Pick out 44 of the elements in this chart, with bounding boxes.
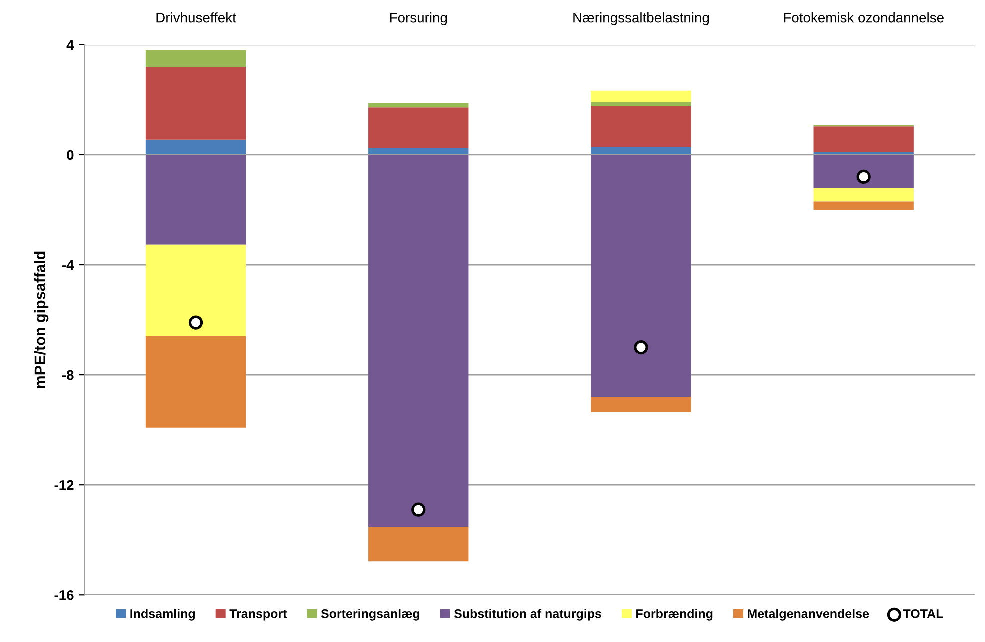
y-axis-title: mPE/ton gipsaffald [34, 252, 49, 388]
bar [814, 126, 914, 152]
bar [591, 148, 692, 155]
bar [368, 527, 469, 562]
bar [146, 244, 246, 337]
bar [591, 154, 692, 398]
x-tick-label: Næringssaltbelastning [574, 12, 710, 26]
y-tick-label: -8 [62, 370, 74, 380]
bar [814, 154, 914, 188]
point [188, 316, 204, 330]
x-tick-label: Fotokemisk ozondannelse [784, 12, 944, 23]
bar [591, 397, 692, 412]
bar [368, 103, 469, 108]
legend-label: Substitution af naturgips [454, 609, 602, 621]
bar [814, 202, 914, 210]
legend-label: Indsamling [130, 609, 196, 621]
legend-label: Transport [230, 610, 288, 621]
bar [146, 140, 246, 155]
bar [146, 66, 246, 140]
bar [368, 154, 469, 528]
point [856, 170, 871, 184]
y-tick-label: -4 [62, 260, 74, 270]
bar [146, 154, 246, 245]
y-tick-label: 4 [66, 40, 74, 50]
bar [814, 152, 914, 155]
bar [146, 50, 246, 67]
bar [591, 90, 692, 102]
legend-label: TOTAL [903, 609, 944, 618]
x-tick-label: Forsuring [390, 12, 448, 26]
bar [368, 148, 469, 155]
bar [814, 188, 914, 202]
bar [591, 106, 692, 148]
legend-label: Forbrænding [636, 609, 713, 621]
point [634, 340, 648, 355]
bar [368, 108, 469, 148]
legend-label: Metalgenanvendelse [748, 609, 870, 621]
bar [146, 336, 246, 428]
y-tick-label: -12 [54, 480, 74, 490]
y-tick-label: 0 [67, 150, 74, 160]
x-tick-label: Drivhuseffekt [156, 12, 236, 23]
point [412, 502, 426, 517]
y-tick-label: -16 [54, 590, 74, 600]
legend-label: Sorteringsanlæg [321, 609, 420, 621]
bar [591, 102, 692, 106]
